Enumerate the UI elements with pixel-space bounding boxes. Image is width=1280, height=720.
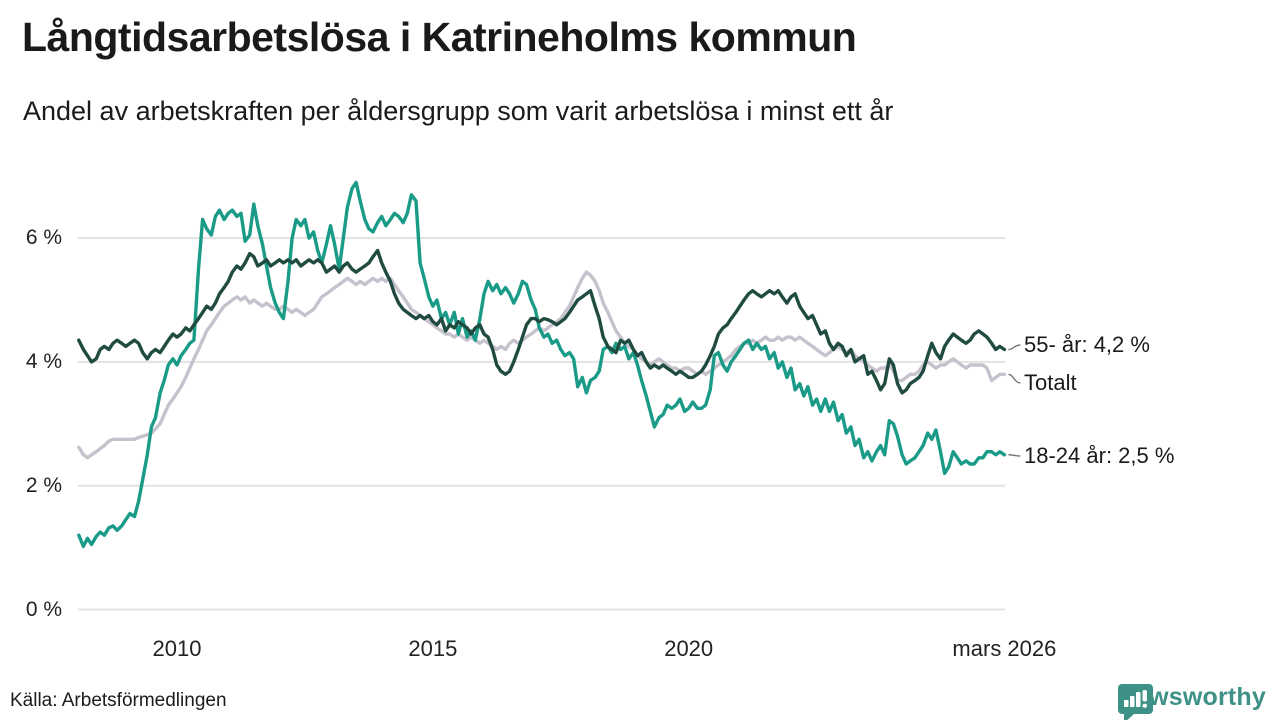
x-axis-tick: 2015 xyxy=(408,636,458,661)
leader-tick-55- år xyxy=(1008,344,1021,351)
y-axis-tick: 2 % xyxy=(25,473,62,497)
series-end-label-Totalt: Totalt xyxy=(1024,370,1077,395)
leader-tick-18-24 år xyxy=(1008,454,1021,457)
y-axis-tick: 4 % xyxy=(25,349,62,373)
page-title: Långtidsarbetslösa i Katrineholms kommun xyxy=(22,14,857,60)
leader-tick-Totalt xyxy=(1008,373,1021,384)
newsworthy-logo: Newsworthy xyxy=(1117,683,1266,720)
series-end-label-18-24 år: 18-24 år: 2,5 % xyxy=(1024,443,1175,468)
source-note: Källa: Arbetsförmedlingen xyxy=(10,690,227,711)
y-axis-tick: 6 % xyxy=(25,226,62,250)
x-axis-tick: 2020 xyxy=(664,636,714,661)
series-line-18-24 år xyxy=(77,180,1007,549)
x-axis-tick: 2010 xyxy=(152,636,202,661)
x-axis-tick: mars 2026 xyxy=(952,636,1057,661)
series-line-55- år xyxy=(77,248,1007,395)
series-end-label-55- år: 55- år: 4,2 % xyxy=(1024,332,1150,357)
newsworthy-bubble-icon xyxy=(1117,684,1153,720)
y-axis-tick: 0 % xyxy=(25,597,62,621)
page-subtitle: Andel av arbetskraften per åldersgrupp s… xyxy=(23,96,894,126)
